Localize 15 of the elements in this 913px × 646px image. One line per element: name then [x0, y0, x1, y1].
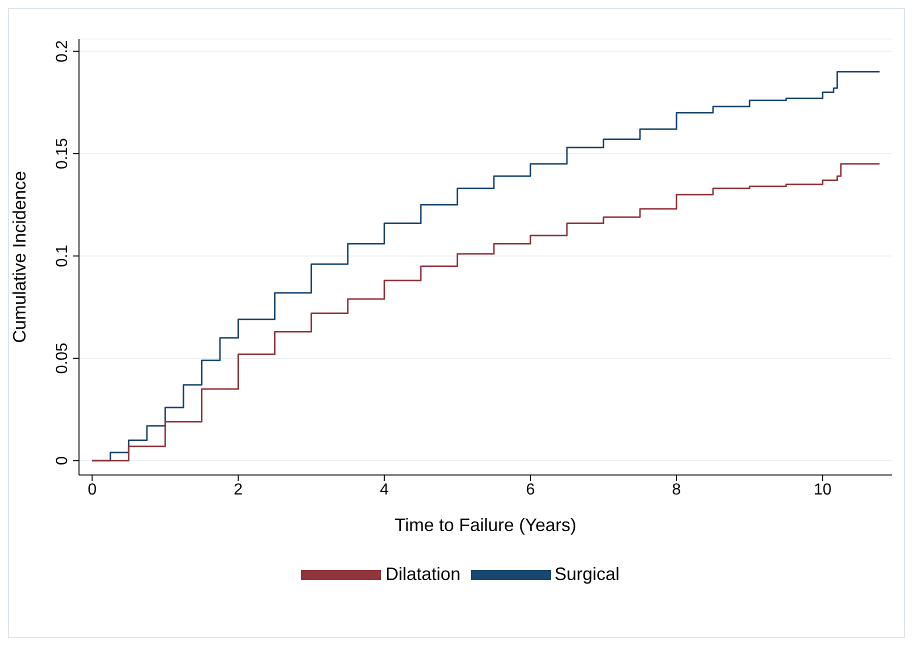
y-axis-title: Cumulative Incidence	[9, 170, 30, 344]
x-tick-label: 4	[380, 481, 389, 498]
x-tick-label: 8	[672, 481, 682, 498]
legend-label: Surgical	[554, 564, 620, 584]
y-tick-label: 0	[54, 456, 71, 466]
x-tick-label: 10	[814, 481, 832, 498]
x-tick-label: 2	[234, 481, 243, 498]
y-tick-label: 0.1	[54, 244, 71, 268]
y-tick-label: 0.05	[54, 342, 71, 374]
x-tick-label: 0	[88, 481, 97, 498]
x-axis-title: Time to Failure (Years)	[394, 515, 576, 535]
x-tick-label: 6	[526, 481, 535, 498]
y-tick-label: 0.2	[54, 40, 71, 62]
legend-label: Dilatation	[385, 564, 460, 584]
y-tick-label: 0.15	[54, 138, 71, 170]
